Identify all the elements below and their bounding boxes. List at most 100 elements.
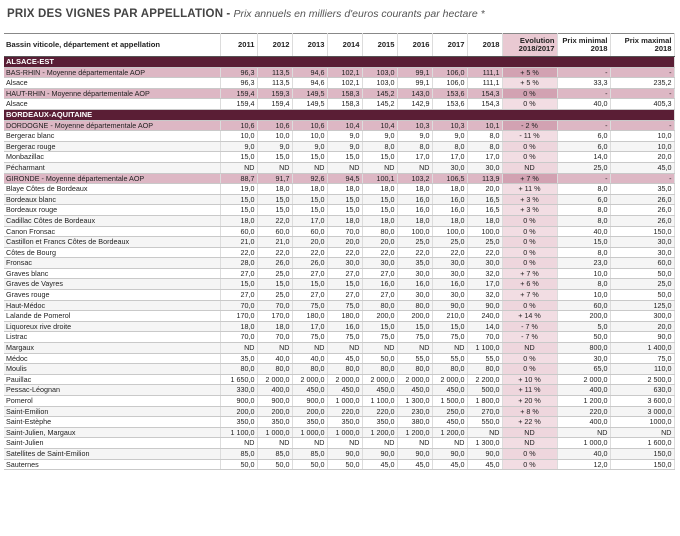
year-value-cell: 70,0 (220, 300, 258, 312)
year-value-cell: 18,0 (432, 183, 468, 195)
year-value-cell: 75,0 (327, 331, 363, 344)
prix-min-cell: 12,0 (557, 459, 611, 471)
year-value-cell: 102,1 (327, 67, 363, 79)
year-value-cell: 45,0 (397, 459, 433, 471)
year-value-cell: 35,0 (397, 257, 433, 269)
year-value-cell: 400,0 (257, 384, 293, 396)
table-body: ALSACE-EST BAS-RHIN - Moyenne département… (4, 56, 675, 471)
table-row: Bordeaux rouge 15,0 15,0 15,0 15,0 15,0 16,0 16… (4, 204, 675, 216)
prix-min-cell: ND (557, 427, 611, 439)
table-row: Cadillac Côtes de Bordeaux 18,0 22,0 17,0 18… (4, 215, 675, 227)
year-value-cell: 16,0 (362, 278, 398, 291)
year-value-cell: 88,7 (220, 173, 258, 185)
evolution-cell: - 11 % (502, 130, 558, 142)
year-value-cell: 450,0 (397, 384, 433, 396)
prix-max-cell: 1 600,0 (610, 437, 675, 449)
year-value-cell: 21,0 (257, 236, 293, 248)
year-value-cell: 18,0 (220, 215, 258, 227)
year-value-cell: 30,0 (397, 268, 433, 280)
year-value-cell: 30,0 (467, 162, 503, 174)
year-value-cell: 2 200,0 (467, 374, 503, 386)
header-year: 2013 (292, 33, 328, 57)
year-value-cell: 18,0 (397, 183, 433, 195)
year-value-cell: 8,0 (432, 141, 468, 153)
prix-min-cell: 30,0 (557, 353, 611, 365)
year-value-cell: 70,0 (467, 331, 503, 344)
prix-max-cell: 405,3 (610, 98, 675, 110)
year-value-cell: 1 650,0 (220, 374, 258, 386)
year-value-cell: 30,0 (432, 162, 468, 174)
year-value-cell: ND (327, 162, 363, 174)
year-value-cell: 10,6 (292, 120, 328, 132)
year-value-cell: 350,0 (257, 416, 293, 428)
year-value-cell: 99,1 (397, 67, 433, 79)
evolution-cell: + 10 % (502, 374, 558, 386)
year-value-cell: 9,0 (327, 130, 363, 142)
year-value-cell: 90,0 (467, 448, 503, 460)
year-value-cell: 270,0 (467, 406, 503, 418)
table-row: Blaye Côtes de Bordeaux 19,0 18,0 18,0 18,0 1… (4, 183, 675, 195)
evolution-cell: ND (502, 342, 558, 354)
year-value-cell: 18,0 (362, 183, 398, 195)
year-value-cell: 92,6 (292, 173, 328, 185)
header-evolution: Evolution 2018/2017 (502, 33, 558, 57)
header-year: 2011 (220, 33, 258, 57)
year-value-cell: 15,0 (257, 204, 293, 216)
year-value-cell: 50,0 (257, 459, 293, 471)
year-value-cell: 9,0 (397, 130, 433, 142)
year-value-cell: ND (432, 342, 468, 354)
year-value-cell: 17,0 (432, 151, 468, 163)
year-value-cell: 15,0 (432, 321, 468, 333)
year-value-cell: ND (362, 437, 398, 449)
prix-min-cell: 6,0 (557, 141, 611, 153)
year-value-cell: ND (257, 437, 293, 449)
year-value-cell: 158,3 (327, 98, 363, 110)
appellation-name: Alsace (4, 77, 221, 89)
prix-max-cell: 1000,0 (610, 416, 675, 428)
table-row: Graves blanc 27,0 25,0 27,0 27,0 27,0 30,0 30,0… (4, 268, 675, 280)
year-value-cell: 1 100,0 (220, 427, 258, 439)
year-value-cell: 350,0 (327, 416, 363, 428)
appellation-name: Saint-Julien, Margaux (4, 427, 221, 439)
year-value-cell: 113,5 (257, 77, 293, 89)
appellation-name: Lalande de Pomerol (4, 310, 221, 322)
prix-min-cell: 8,0 (557, 183, 611, 195)
year-value-cell: 15,0 (257, 278, 293, 291)
appellation-name: Liquoreux rive droite (4, 321, 221, 333)
year-value-cell: 15,0 (362, 321, 398, 333)
prix-min-cell: 40,0 (557, 226, 611, 238)
year-value-cell: 32,0 (467, 289, 503, 301)
year-value-cell: 380,0 (397, 416, 433, 428)
year-value-cell: 22,0 (257, 215, 293, 227)
prix-max-cell: 1 400,0 (610, 342, 675, 354)
year-value-cell: 180,0 (327, 310, 363, 322)
prix-max-cell: ND (610, 427, 675, 439)
aop-average-row: BAS-RHIN - Moyenne départementale AOP 96,… (4, 67, 675, 79)
year-value-cell: 15,0 (257, 151, 293, 163)
year-value-cell: 330,0 (220, 384, 258, 396)
year-value-cell: 1 200,0 (362, 427, 398, 439)
year-value-cell: 80,0 (362, 363, 398, 375)
year-value-cell: 111,1 (467, 67, 503, 79)
year-value-cell: 17,0 (292, 321, 328, 333)
year-value-cell: 30,0 (432, 289, 468, 301)
prix-min-cell: 8,0 (557, 215, 611, 227)
year-value-cell: 100,0 (432, 226, 468, 238)
year-value-cell: 80,0 (327, 363, 363, 375)
year-value-cell: 15,0 (220, 194, 258, 206)
year-value-cell: 15,0 (257, 194, 293, 206)
prix-min-cell: 23,0 (557, 257, 611, 269)
evolution-cell: 0 % (502, 236, 558, 248)
year-value-cell: 45,0 (327, 353, 363, 365)
year-value-cell: 80,0 (292, 363, 328, 375)
table-row: Fronsac 28,0 26,0 26,0 30,0 30,0 35,0 30,0 30,0 0… (4, 257, 675, 269)
evolution-cell: 0 % (502, 448, 558, 460)
prix-max-cell: 20,0 (610, 151, 675, 163)
table-row: Alsace 159,4 159,4 149,5 158,3 145,2 142,9 153,… (4, 98, 675, 110)
prix-min-cell: 8,0 (557, 204, 611, 216)
appellation-name: Castillon et Francs Côtes de Bordeaux (4, 236, 221, 248)
year-value-cell: 15,0 (362, 204, 398, 216)
year-value-cell: 200,0 (220, 406, 258, 418)
year-value-cell: 25,0 (397, 236, 433, 248)
year-value-cell: 2 000,0 (432, 374, 468, 386)
